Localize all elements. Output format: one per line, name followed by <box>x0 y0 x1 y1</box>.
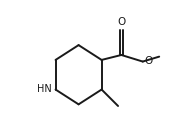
Text: HN: HN <box>37 84 51 94</box>
Text: O: O <box>117 17 125 27</box>
Text: O: O <box>144 56 152 66</box>
